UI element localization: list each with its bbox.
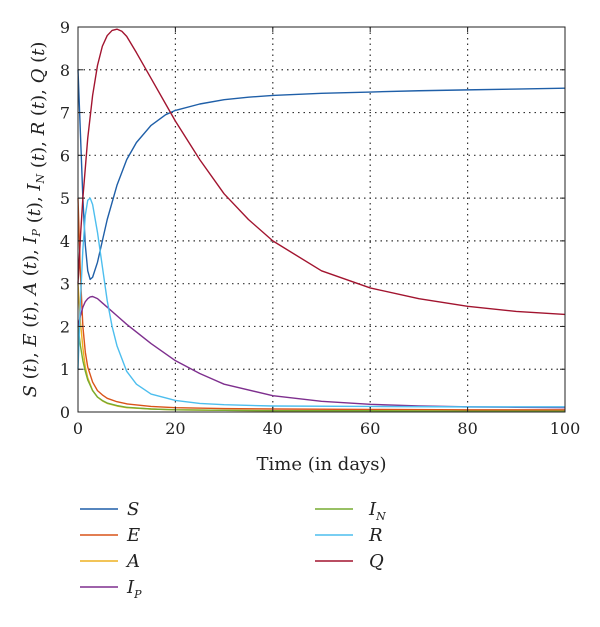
y-tick-label: 9 xyxy=(60,18,70,37)
x-axis-label: Time (in days) xyxy=(257,454,387,475)
y-tick-label: 7 xyxy=(60,104,70,123)
legend-label-R: R xyxy=(368,525,383,546)
series-line-R xyxy=(77,197,565,408)
y-tick-label: 1 xyxy=(60,360,70,379)
plot-background xyxy=(78,27,565,412)
y-tick-label: 2 xyxy=(60,317,70,336)
legend-label-A: A xyxy=(125,551,140,572)
series-line-E xyxy=(77,198,565,411)
legend-label-IP: IP xyxy=(126,577,142,601)
y-tick-label: 5 xyxy=(60,189,70,208)
x-tick-label: 80 xyxy=(457,419,477,438)
y-tick-label: 3 xyxy=(60,275,70,294)
y-axis-label: S (t), E (t), A (t), IP (t), IN (t), R (… xyxy=(20,42,49,398)
y-tick-label: 8 xyxy=(60,61,70,80)
x-tick-label: 20 xyxy=(165,419,185,438)
series-line-IP xyxy=(77,295,566,409)
x-tick-label: 60 xyxy=(360,419,380,438)
x-tick-label: 40 xyxy=(263,419,283,438)
y-tick-label: 0 xyxy=(60,403,70,422)
legend-label-E: E xyxy=(126,525,140,546)
plot-frame xyxy=(77,26,566,413)
y-tick-label: 6 xyxy=(60,146,70,165)
x-tick-label: 0 xyxy=(73,419,83,438)
series-line-IN xyxy=(77,326,565,412)
series-line-S xyxy=(77,69,566,281)
y-tick-label: 4 xyxy=(60,232,70,251)
grid xyxy=(78,27,565,412)
legend-label-S: S xyxy=(127,499,139,520)
x-tick-label: 100 xyxy=(550,419,581,438)
legend-label-Q: Q xyxy=(369,551,384,572)
series-line-Q xyxy=(77,28,566,316)
ticks: 0 20 40 60 80 100 0 1 2 3 4 5 6 7 8 9 xyxy=(60,18,580,438)
legend-label-IN: IN xyxy=(368,499,386,523)
series-lines xyxy=(77,28,566,412)
